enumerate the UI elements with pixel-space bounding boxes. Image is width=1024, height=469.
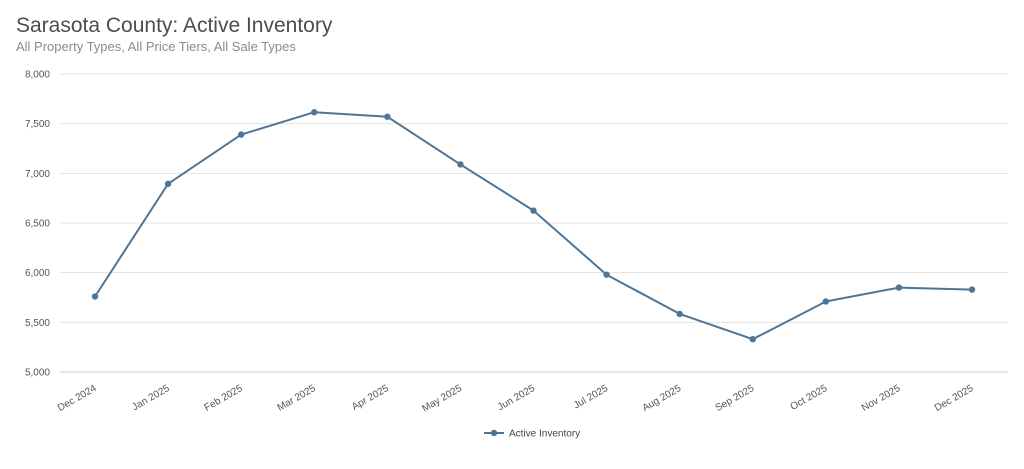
legend-label: Active Inventory bbox=[509, 429, 580, 440]
series-line bbox=[94, 111, 973, 341]
legend-point-marker bbox=[490, 429, 498, 437]
x-tick-label: Apr 2025 bbox=[350, 383, 391, 413]
y-tick-label: 5,000 bbox=[25, 368, 50, 379]
y-tick-label: 6,000 bbox=[25, 268, 50, 279]
data-point[interactable] bbox=[457, 161, 464, 168]
data-point[interactable] bbox=[603, 271, 610, 278]
chart-subtitle: All Property Types, All Price Tiers, All… bbox=[16, 39, 296, 54]
chart-title: Sarasota County: Active Inventory bbox=[16, 14, 333, 37]
data-point[interactable] bbox=[237, 131, 245, 138]
data-point[interactable] bbox=[968, 286, 976, 293]
data-point[interactable] bbox=[749, 336, 756, 343]
data-point[interactable] bbox=[91, 293, 99, 300]
y-tick-label: 5,500 bbox=[25, 318, 50, 329]
x-tick-label: Dec 2024 bbox=[56, 383, 99, 414]
y-tick-label: 7,500 bbox=[25, 119, 50, 130]
x-tick-label: Jan 2025 bbox=[130, 383, 172, 413]
x-tick-label: Feb 2025 bbox=[203, 383, 245, 414]
data-point[interactable] bbox=[311, 109, 318, 116]
x-tick-label: Oct 2025 bbox=[789, 383, 830, 413]
data-point[interactable] bbox=[164, 180, 172, 187]
data-point[interactable] bbox=[384, 113, 391, 120]
x-tick-label: May 2025 bbox=[420, 383, 464, 415]
x-tick-label: Jul 2025 bbox=[572, 383, 611, 412]
data-point[interactable] bbox=[676, 310, 683, 318]
x-tick-label: Aug 2025 bbox=[641, 383, 684, 414]
x-tick-label: Jun 2025 bbox=[496, 383, 538, 413]
x-tick-label: Nov 2025 bbox=[860, 383, 903, 414]
y-tick-label: 8,000 bbox=[25, 70, 50, 81]
data-point[interactable] bbox=[822, 298, 830, 305]
data-point[interactable] bbox=[895, 284, 903, 291]
x-tick-label: Sep 2025 bbox=[714, 383, 757, 414]
x-tick-label: Mar 2025 bbox=[276, 383, 318, 414]
y-tick-label: 6,500 bbox=[25, 219, 50, 230]
y-tick-label: 7,000 bbox=[25, 169, 50, 180]
legend[interactable]: Active Inventory bbox=[484, 429, 580, 440]
data-point[interactable] bbox=[530, 207, 537, 214]
x-tick-label: Dec 2025 bbox=[933, 383, 976, 414]
